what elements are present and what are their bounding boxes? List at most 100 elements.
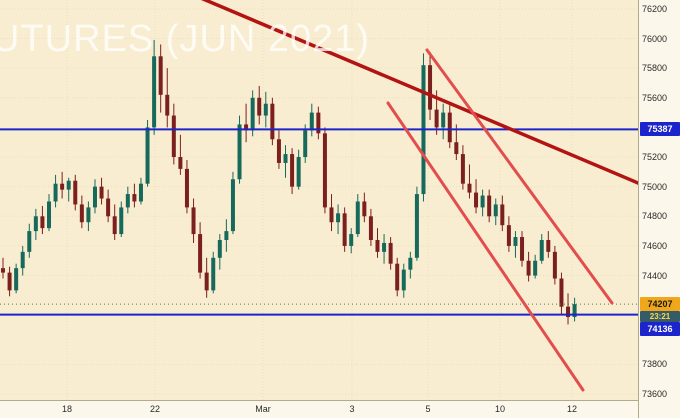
time-tick-label: 12 (566, 404, 578, 414)
candle-body (487, 195, 492, 217)
time-tick-label: 18 (61, 404, 73, 414)
grid-lines (0, 0, 638, 400)
bar-countdown: 23:21 (640, 311, 680, 323)
candle-body (171, 115, 176, 158)
price-tick-label: 75800 (642, 63, 668, 74)
candle-body (342, 213, 347, 246)
last-price-badge: 74207 (640, 297, 680, 312)
candle-body (533, 260, 538, 276)
candle-body (526, 260, 531, 276)
candle-body (152, 56, 157, 128)
price-tick-label: 73800 (642, 359, 668, 370)
candle-body (283, 154, 288, 163)
candle-body (355, 201, 360, 235)
channel-line-left[interactable] (386, 101, 585, 392)
candle-body (112, 216, 117, 235)
candle-body (86, 207, 91, 223)
candle-body (467, 183, 472, 193)
candle-body (296, 157, 301, 187)
candle-body (204, 272, 209, 291)
candle-body (230, 179, 235, 232)
candle-body (382, 242, 387, 252)
candle-body (303, 130, 308, 158)
candle-body (138, 183, 143, 202)
candle-body (309, 112, 314, 131)
candle-body (447, 112, 452, 143)
candle-body (441, 112, 446, 128)
time-axis[interactable]: 18 22 Mar 3 5 10 12 (0, 400, 638, 418)
price-tick-label: 74600 (642, 240, 668, 251)
channel-line-right[interactable] (425, 48, 614, 305)
candle-body (263, 103, 268, 116)
candle-body (513, 237, 518, 246)
candlesticks-group (1, 40, 577, 325)
candle-body (336, 213, 341, 223)
candle-body (368, 216, 373, 240)
candle-body (40, 216, 45, 229)
candle-body (414, 194, 419, 258)
candle-body (66, 180, 71, 190)
candle-body (132, 194, 137, 202)
time-tick-label: 5 (425, 404, 431, 414)
candle-body (349, 234, 354, 246)
candle-body (276, 139, 281, 163)
candle-body (572, 304, 577, 318)
candle-body (316, 112, 321, 134)
candle-body (191, 207, 196, 235)
price-tick-label: 74800 (642, 211, 668, 222)
candle-body (460, 154, 465, 184)
candle-body (270, 103, 275, 140)
candle-body (250, 97, 255, 131)
candle-body (198, 234, 203, 273)
candle-body (165, 94, 170, 116)
candle-body (395, 263, 400, 291)
candle-body (480, 195, 485, 208)
candle-body (493, 204, 498, 217)
candle-body (237, 124, 242, 180)
candle-body (145, 127, 150, 184)
candle-body (520, 237, 525, 261)
candle-body (20, 251, 25, 269)
candle-body (257, 97, 262, 116)
chart-plot-area[interactable]: UTURES (JUN 2021) (0, 0, 638, 400)
price-tick-label: 75200 (642, 152, 668, 163)
candle-body (434, 109, 439, 128)
candle-body (322, 133, 327, 208)
candle-body (60, 183, 65, 190)
candle-body (14, 268, 19, 291)
time-tick-label: 22 (149, 404, 161, 414)
candle-body (375, 240, 380, 252)
candle-body (244, 124, 249, 131)
candle-body (474, 192, 479, 208)
candle-body (158, 56, 163, 95)
candle-body (408, 257, 413, 270)
price-tick-label: 76200 (642, 3, 668, 14)
candle-body (46, 201, 51, 229)
candle-body (27, 231, 32, 252)
candle-body (552, 251, 557, 279)
time-tick-label: 10 (494, 404, 506, 414)
candle-body (99, 186, 104, 199)
candle-body (428, 65, 433, 110)
candle-body (388, 242, 393, 264)
candle-body (290, 154, 295, 187)
candle-body (92, 186, 97, 208)
candle-body (500, 204, 505, 226)
price-tick-label: 74400 (642, 270, 668, 281)
price-axis[interactable]: 76200 76000 75800 75600 75200 75000 74800 74600… (638, 0, 680, 418)
candle-body (73, 180, 78, 205)
candle-body (7, 272, 12, 291)
price-tick-label: 76000 (642, 33, 668, 44)
candle-body (539, 240, 544, 261)
trendlines-group[interactable] (196, 0, 638, 392)
candlestick-chart[interactable] (0, 0, 638, 400)
price-badge-resistance: 75387 (640, 122, 680, 137)
candle-body (106, 198, 111, 217)
price-badge-support: 74136 (640, 322, 680, 337)
upper-descending-trendline[interactable] (196, 0, 638, 185)
candle-body (224, 231, 229, 240)
candle-body (566, 306, 571, 318)
candle-body (178, 157, 183, 169)
candle-body (362, 201, 367, 217)
